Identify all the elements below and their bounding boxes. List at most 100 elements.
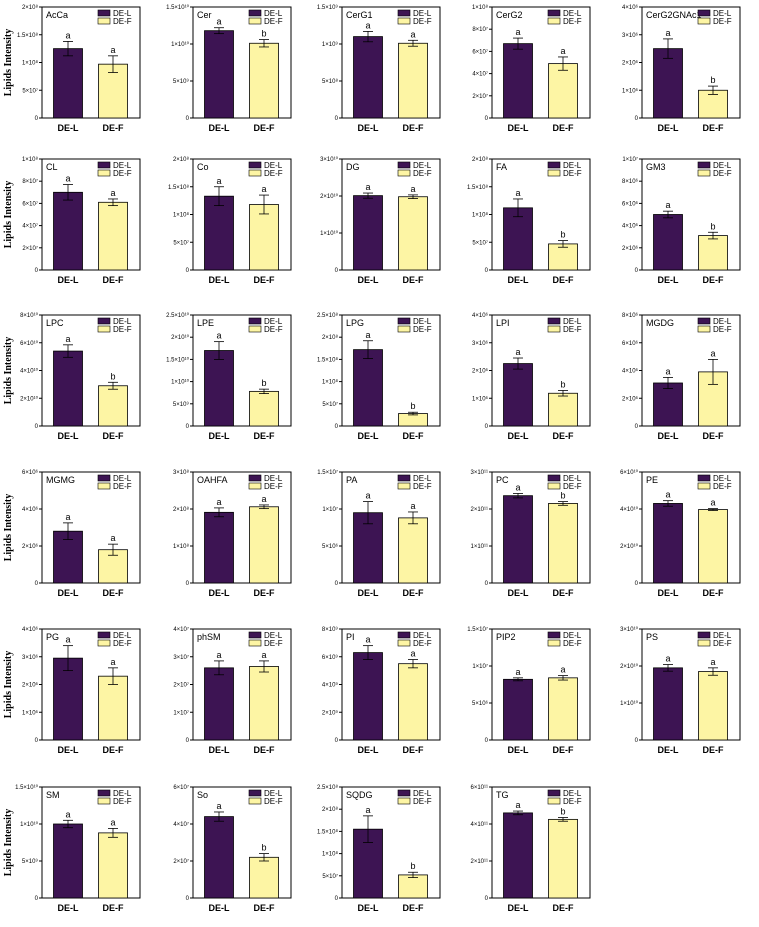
legend: DE-LDE-F bbox=[547, 631, 582, 648]
x-tick-label: DE-L bbox=[209, 745, 230, 755]
y-tick-label: 3×10¹⁰ bbox=[620, 626, 639, 633]
axes-frame bbox=[341, 471, 441, 584]
significance-label: a bbox=[365, 20, 370, 30]
bar-de-f bbox=[249, 390, 279, 427]
y-axis-title: Lipids Intensity bbox=[3, 337, 14, 405]
axes-frame bbox=[341, 158, 441, 271]
legend-swatch-de-f bbox=[547, 639, 561, 647]
y-tick-label: 1×10⁷ bbox=[322, 506, 338, 513]
y-tick-label: 6×10⁶ bbox=[622, 200, 639, 207]
bar-de-l bbox=[53, 823, 83, 899]
significance-label: b bbox=[261, 378, 266, 388]
bar-de-l bbox=[503, 207, 533, 271]
y-tick-label: 6×10⁹ bbox=[322, 654, 339, 661]
y-tick-label: 4×10¹⁰ bbox=[20, 368, 39, 375]
panel-title: LPI bbox=[496, 318, 510, 328]
legend-label: DE-L bbox=[563, 317, 582, 326]
y-tick-label: 2×10⁸ bbox=[322, 806, 339, 813]
legend-swatch-de-l bbox=[97, 474, 111, 482]
x-tick-label: DE-F bbox=[254, 588, 275, 598]
x-tick-label: DE-L bbox=[58, 123, 79, 133]
panel-title: AcCa bbox=[46, 10, 68, 20]
x-tick-label: DE-L bbox=[508, 745, 529, 755]
x-tick-label: DE-F bbox=[254, 903, 275, 913]
axes-frame bbox=[491, 786, 591, 899]
panel-title: MGMG bbox=[46, 475, 75, 485]
legend-swatch-de-f bbox=[697, 17, 711, 25]
y-tick-label: 2.5×10⁸ bbox=[317, 312, 339, 319]
bar-de-f bbox=[98, 63, 128, 119]
x-tick-label: DE-F bbox=[254, 431, 275, 441]
panel-title: PG bbox=[46, 632, 59, 642]
bar-de-l bbox=[653, 503, 683, 584]
legend-label: DE-F bbox=[264, 797, 283, 806]
significance-label: a bbox=[665, 366, 670, 376]
bar-de-f bbox=[698, 509, 728, 584]
legend-swatch-de-f bbox=[697, 169, 711, 177]
significance-label: a bbox=[216, 497, 221, 507]
y-tick-label: 1.5×10⁷ bbox=[467, 626, 488, 633]
legend: DE-LDE-F bbox=[547, 161, 582, 178]
y-tick-label: 1×10⁸ bbox=[472, 212, 489, 219]
legend-label: DE-L bbox=[713, 631, 732, 640]
bar-de-l bbox=[204, 667, 234, 741]
legend-label: DE-L bbox=[713, 161, 732, 170]
y-tick-label: 4×10⁶ bbox=[622, 368, 639, 375]
legend-label: DE-L bbox=[563, 474, 582, 483]
x-tick-label: DE-F bbox=[254, 123, 275, 133]
legend-label: DE-L bbox=[113, 9, 132, 18]
x-tick-label: DE-F bbox=[553, 123, 574, 133]
panel-title: So bbox=[197, 790, 208, 800]
x-tick-label: DE-F bbox=[553, 745, 574, 755]
y-tick-label: 2×10¹⁰ bbox=[20, 395, 39, 402]
y-tick-label: 6×10⁶ bbox=[622, 340, 639, 347]
legend-swatch-de-l bbox=[547, 317, 561, 325]
panel-lpc: 0 2×10¹⁰ 4×10¹⁰ 6×10¹⁰ 8×10¹⁰ a DE-L b DE-F LPC DE… bbox=[3, 312, 141, 441]
y-tick-label: 0 bbox=[635, 268, 639, 274]
legend-swatch-de-f bbox=[248, 482, 262, 490]
y-tick-label: 5×10⁷ bbox=[22, 87, 38, 94]
significance-label: a bbox=[110, 188, 115, 198]
legend-label: DE-F bbox=[264, 17, 283, 26]
x-tick-label: DE-F bbox=[103, 745, 124, 755]
significance-label: a bbox=[110, 533, 115, 543]
y-tick-label: 1×10⁷ bbox=[472, 663, 488, 670]
legend: DE-LDE-F bbox=[248, 161, 283, 178]
x-tick-label: DE-F bbox=[254, 275, 275, 285]
y-tick-label: 1×10⁸ bbox=[22, 156, 39, 163]
legend-swatch-de-l bbox=[97, 317, 111, 325]
significance-label: a bbox=[216, 801, 221, 811]
y-tick-label: 2×10⁷ bbox=[472, 93, 488, 100]
legend-swatch-de-l bbox=[397, 474, 411, 482]
legend-swatch-de-f bbox=[397, 325, 411, 333]
panel-title: PIP2 bbox=[496, 632, 516, 642]
legend-label: DE-F bbox=[563, 325, 582, 334]
bar-de-f bbox=[548, 243, 578, 271]
y-tick-label: 2×10⁶ bbox=[622, 245, 639, 252]
x-tick-label: DE-L bbox=[508, 123, 529, 133]
y-tick-label: 1×10⁹ bbox=[322, 41, 339, 48]
bar-de-f bbox=[249, 42, 279, 119]
panel-title: CL bbox=[46, 162, 58, 172]
legend-swatch-de-f bbox=[397, 169, 411, 177]
significance-label: a bbox=[65, 635, 70, 645]
y-tick-label: 0 bbox=[186, 268, 190, 274]
y-tick-label: 1.5×10⁷ bbox=[317, 469, 338, 476]
legend-swatch-de-l bbox=[248, 631, 262, 639]
bar-de-f bbox=[98, 201, 128, 271]
bar-de-f bbox=[249, 506, 279, 584]
y-tick-label: 8×10⁷ bbox=[22, 178, 38, 185]
significance-label: a bbox=[65, 174, 70, 184]
legend: DE-LDE-F bbox=[97, 317, 132, 334]
x-tick-label: DE-F bbox=[403, 275, 424, 285]
legend-label: DE-F bbox=[264, 169, 283, 178]
panel-title: SQDG bbox=[346, 790, 373, 800]
axes-frame bbox=[491, 628, 591, 741]
legend-label: DE-F bbox=[563, 639, 582, 648]
y-tick-label: 1×10¹⁰ bbox=[620, 700, 639, 707]
panel-gm3: 0 2×10⁶ 4×10⁶ 6×10⁶ 8×10⁶ 1×10⁷ a DE-L b DE-F GM3 D… bbox=[622, 156, 741, 285]
legend-swatch-de-f bbox=[547, 17, 561, 25]
legend-swatch-de-l bbox=[547, 631, 561, 639]
